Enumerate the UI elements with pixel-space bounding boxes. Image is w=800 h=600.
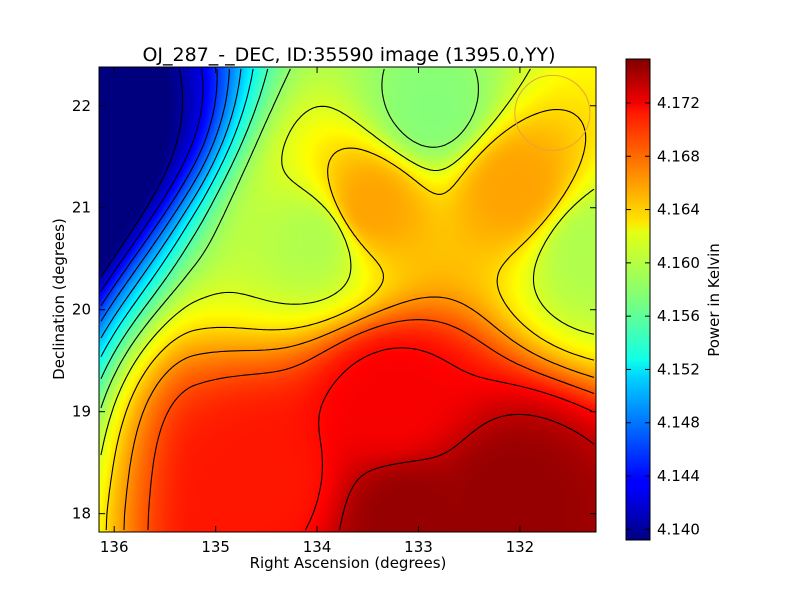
x-axis: 136 135 134 133 132 (100, 67, 534, 556)
contour-line (100, 68, 204, 292)
contour-lines (100, 68, 595, 531)
contour-line (100, 68, 242, 339)
x-tick-label: 133 (404, 538, 433, 556)
colorbar-label: Power in Kelvin (705, 243, 723, 357)
contour-line (100, 68, 218, 307)
chart-title: OJ_287_-_DEC, ID:35590 image (1395.0,YY) (142, 44, 555, 66)
contour-line (100, 69, 230, 322)
contour-line (100, 68, 184, 278)
y-tick-label: 20 (72, 301, 91, 319)
x-tick-label: 134 (303, 538, 332, 556)
x-tick-label: 136 (100, 538, 129, 556)
contour-line (100, 68, 269, 380)
colorbar-ticks: 4.140 4.144 4.148 4.152 4.156 4.160 4.164 4.168… (626, 94, 700, 538)
colorbar-gradient (625, 58, 651, 541)
x-tick-label: 132 (506, 538, 535, 556)
colorbar-tick-label: 4.156 (657, 307, 700, 325)
colorbar-tick-label: 4.148 (657, 414, 700, 432)
colorbar: 4.140 4.144 4.148 4.152 4.156 4.160 4.164 4.168… (625, 58, 723, 541)
beam-circle (514, 74, 591, 151)
heatmap-image (99, 67, 596, 532)
colorbar-tick-label: 4.160 (657, 254, 700, 272)
y-tick-label: 18 (72, 505, 91, 523)
colorbar-tick-label: 4.144 (657, 467, 700, 485)
y-tick-label: 22 (72, 97, 91, 115)
contour-line (100, 68, 479, 408)
colorbar-tick-label: 4.140 (657, 520, 700, 538)
y-axis: 18 19 20 21 22 (72, 97, 596, 523)
contour-line (304, 347, 595, 531)
contour-line (105, 108, 595, 531)
contour-line (339, 413, 595, 531)
colorbar-tick-label: 4.168 (657, 147, 700, 165)
x-tick-label: 135 (201, 538, 230, 556)
plot-frame (98, 66, 597, 533)
contour-line (123, 296, 595, 531)
y-tick-label: 19 (72, 403, 91, 421)
contour-line (100, 68, 595, 456)
contour-line (100, 68, 254, 357)
y-axis-label: Declination (degrees) (50, 218, 68, 380)
plot-area (98, 66, 597, 533)
y-tick-label: 21 (72, 199, 91, 217)
colorbar-tick-label: 4.152 (657, 360, 700, 378)
contour-line (147, 319, 595, 531)
colorbar-tick-label: 4.164 (657, 201, 700, 219)
x-axis-label: Right Ascension (degrees) (250, 554, 447, 572)
colorbar-tick-label: 4.172 (657, 94, 700, 112)
